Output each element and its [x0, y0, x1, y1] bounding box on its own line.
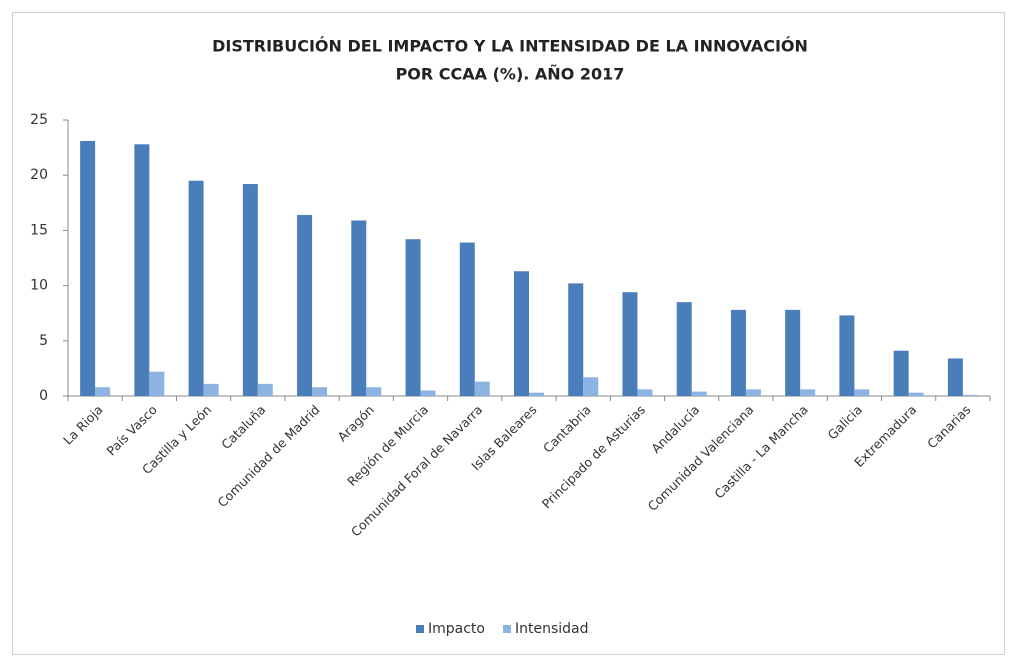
- chart-frame: [12, 12, 1005, 655]
- bar: [730, 309, 746, 396]
- bar: [568, 283, 584, 396]
- legend-label: Intensidad: [515, 621, 589, 637]
- legend-swatch: [502, 625, 511, 633]
- bar: [745, 389, 761, 396]
- bar: [149, 371, 165, 396]
- bar: [893, 350, 909, 396]
- bar: [962, 394, 978, 396]
- bar: [676, 302, 692, 396]
- chart-title: POR CCAA (%). AÑO 2017: [396, 65, 625, 84]
- y-tick-label: 0: [39, 388, 48, 404]
- bar: [312, 387, 328, 396]
- bar: [839, 315, 855, 396]
- bar: [203, 383, 219, 396]
- bar: [257, 383, 273, 396]
- bar: [134, 144, 150, 396]
- bar: [188, 180, 204, 396]
- bar: [420, 390, 436, 396]
- bar: [529, 392, 544, 396]
- bar: [366, 387, 382, 396]
- bar: [474, 381, 490, 396]
- bar: [800, 389, 816, 396]
- bar: [947, 358, 963, 396]
- bar: [908, 392, 924, 396]
- chart-title: DISTRIBUCIÓN DEL IMPACTO Y LA INTENSIDAD…: [212, 37, 808, 56]
- bar: [405, 239, 421, 396]
- bar: [691, 391, 707, 396]
- y-tick-label: 10: [30, 278, 48, 294]
- y-tick-label: 15: [30, 222, 48, 238]
- y-tick-label: 20: [30, 167, 48, 183]
- bar: [514, 271, 529, 396]
- y-tick-label: 25: [30, 112, 48, 128]
- bar: [242, 184, 258, 396]
- bar: [583, 377, 599, 396]
- bar: [351, 220, 367, 396]
- bar: [80, 140, 96, 396]
- bar: [297, 214, 313, 396]
- bar: [637, 389, 653, 396]
- legend-swatch: [416, 625, 424, 633]
- bar: [459, 242, 475, 396]
- y-tick-label: 5: [39, 333, 48, 349]
- legend-label: Impacto: [428, 621, 485, 637]
- bar: [785, 309, 801, 396]
- bar: [95, 387, 111, 396]
- bar: [854, 389, 870, 396]
- bar: [622, 292, 638, 396]
